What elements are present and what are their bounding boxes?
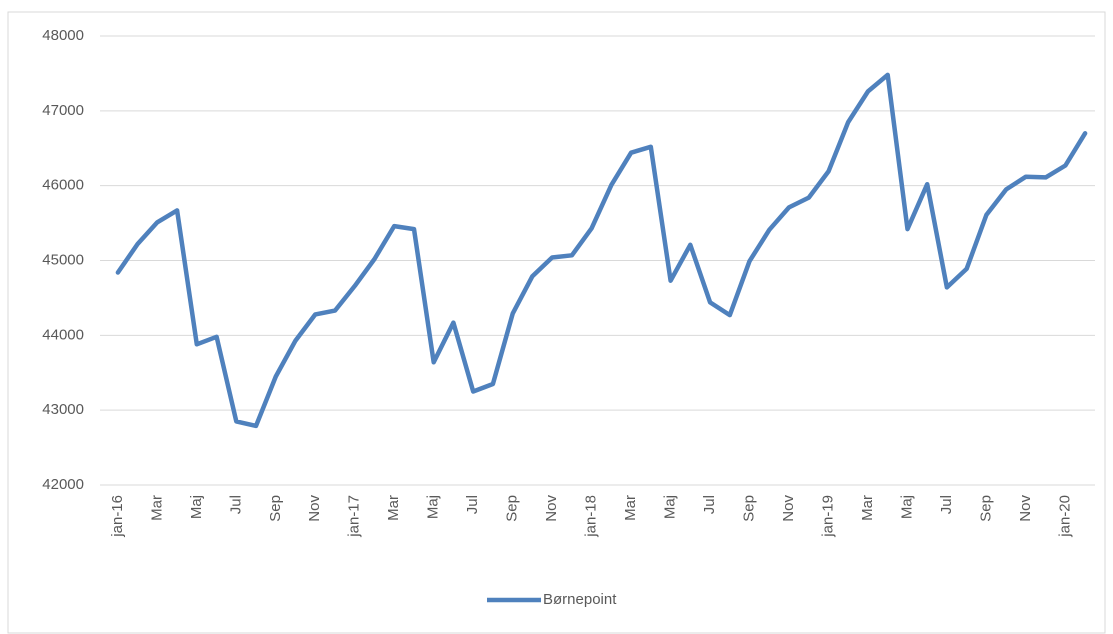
x-tick-label: Nov	[543, 495, 560, 522]
y-tick-label: 47000	[42, 102, 84, 119]
y-tick-label: 45000	[42, 251, 84, 268]
x-tick-label: jan-19	[819, 495, 836, 538]
legend-label: Børnepoint	[543, 591, 617, 608]
x-tick-label: Maj	[188, 495, 205, 519]
x-tick-label: jan-17	[346, 495, 363, 538]
x-tick-label: jan-20	[1056, 495, 1073, 538]
x-tick-label: Mar	[622, 495, 639, 521]
x-tick-label: Nov	[780, 495, 797, 522]
x-tick-label: Sep	[504, 495, 521, 522]
x-tick-label: Jul	[464, 495, 481, 514]
chart-border	[7, 11, 1106, 634]
x-tick-label: Mar	[385, 495, 402, 521]
x-tick-label: Sep	[741, 495, 758, 522]
x-tick-label: Maj	[898, 495, 915, 519]
x-tick-label: Sep	[977, 495, 994, 522]
y-tick-label: 44000	[42, 326, 84, 343]
x-tick-label: Mar	[148, 495, 165, 521]
x-tick-label: Sep	[267, 495, 284, 522]
y-tick-label: 48000	[42, 27, 84, 44]
x-tick-label: Jul	[227, 495, 244, 514]
x-tick-label: Nov	[1017, 495, 1034, 522]
x-tick-label: Jul	[701, 495, 718, 514]
x-tick-label: jan-16	[109, 495, 126, 538]
y-tick-label: 42000	[42, 476, 84, 493]
y-tick-label: 46000	[42, 177, 84, 194]
x-tick-label: Nov	[306, 495, 323, 522]
x-tick-label: Jul	[938, 495, 955, 514]
x-tick-label: Mar	[859, 495, 876, 521]
y-tick-label: 43000	[42, 401, 84, 418]
x-tick-label: Maj	[425, 495, 442, 519]
x-tick-label: jan-18	[583, 495, 600, 538]
x-tick-label: Maj	[662, 495, 679, 519]
data-line	[115, 72, 1088, 429]
